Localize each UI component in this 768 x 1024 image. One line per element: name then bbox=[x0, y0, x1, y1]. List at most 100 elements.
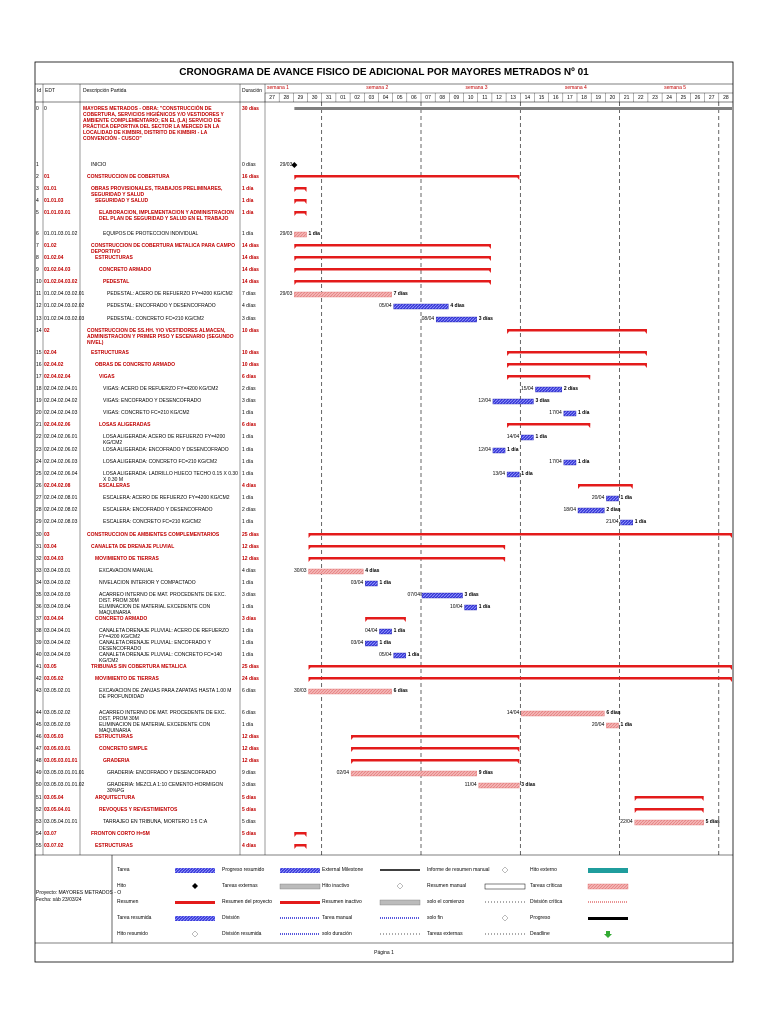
summary-bar bbox=[294, 280, 491, 283]
legend-label: Tarea bbox=[117, 867, 130, 873]
row-duration: 10 días bbox=[242, 362, 259, 368]
row-duration: 0 días bbox=[242, 162, 256, 168]
summary-bar bbox=[308, 677, 732, 680]
critical-task-bar bbox=[294, 231, 307, 238]
bar-end-label: 1 día bbox=[379, 640, 391, 646]
legend-label: División bbox=[222, 915, 240, 921]
bar-start-label: 03/04 bbox=[350, 640, 364, 646]
day-label: 27 bbox=[708, 95, 715, 101]
legend-swatch bbox=[279, 883, 321, 890]
legend-swatch bbox=[280, 901, 320, 904]
bar-end-label: 1 día bbox=[308, 231, 320, 237]
task-bar bbox=[492, 447, 506, 454]
summary-cap bbox=[517, 175, 520, 180]
row-name: VIGAS: CONCRETO FC=210 KG/CM2 bbox=[103, 410, 190, 416]
legend-label: Hito resumido bbox=[117, 931, 148, 937]
bar-end-label: 3 días bbox=[535, 398, 550, 404]
summary-cap bbox=[730, 665, 732, 670]
legend-swatch bbox=[587, 883, 629, 890]
row-name: ESTRUCTURAS bbox=[95, 734, 133, 740]
row-edt: 01.02.04.03.02.02 bbox=[44, 303, 85, 309]
row-duration: 3 días bbox=[242, 782, 256, 788]
row-name: CANALETA DE DRENAJE PLUVIAL bbox=[91, 544, 175, 550]
task-bar bbox=[492, 398, 534, 405]
row-id: 29 bbox=[36, 519, 42, 525]
row-id: 55 bbox=[36, 843, 42, 849]
bar-start-label: 22/04 bbox=[620, 819, 633, 825]
summary-cap bbox=[304, 844, 307, 849]
row-edt: 02.04 bbox=[44, 350, 57, 356]
row-edt: 03.05.02.02 bbox=[44, 710, 71, 716]
bar-start-label: 03/04 bbox=[350, 580, 364, 586]
summary-bar bbox=[294, 256, 491, 259]
summary-bar bbox=[294, 832, 307, 835]
row-edt: 03.04.03.01 bbox=[44, 568, 71, 574]
bar-end-label: 1 día bbox=[407, 652, 420, 658]
row-duration: 9 días bbox=[242, 770, 256, 776]
bar-end-label: 3 días bbox=[521, 782, 536, 788]
legend-label: Progreso bbox=[530, 915, 551, 921]
summary-cap bbox=[294, 256, 297, 261]
summary-bar bbox=[308, 533, 732, 536]
row-name: CANALETA DRENAJE PLUVIAL: ENCOFRADO Y DE… bbox=[99, 640, 211, 652]
row-id: 4 bbox=[36, 198, 39, 204]
summary-cap bbox=[308, 677, 311, 682]
row-duration: 1 día bbox=[242, 434, 254, 440]
summary-cap bbox=[488, 256, 491, 261]
row-duration: 1 día bbox=[242, 447, 254, 453]
legend-swatch bbox=[192, 883, 198, 889]
legend-swatch bbox=[175, 868, 215, 873]
row-edt: 03.04.03.03 bbox=[44, 592, 71, 598]
row-duration: 3 días bbox=[242, 316, 256, 322]
row-id: 17 bbox=[36, 374, 42, 380]
row-id: 9 bbox=[36, 267, 39, 273]
row-name: CONCRETO ARMADO bbox=[95, 616, 148, 622]
day-label: 31 bbox=[326, 95, 332, 101]
summary-bar bbox=[578, 484, 633, 487]
row-id: 35 bbox=[36, 592, 42, 598]
day-label: 06 bbox=[411, 95, 417, 101]
bar-start-label: 20/04 bbox=[591, 495, 605, 501]
row-id: 3 bbox=[36, 186, 39, 192]
row-name: MAYORES METRADOS - OBRA: "CONSTRUCCIÓN D… bbox=[83, 106, 224, 142]
bar-start-label: 10/04 bbox=[450, 604, 463, 610]
row-name: LOSA ALIGERADA: ACERO DE REFUERZO FY=420… bbox=[103, 434, 226, 446]
row-name: GRADERIA bbox=[103, 758, 130, 764]
row-edt: 02.04.02.08.03 bbox=[44, 519, 78, 525]
row-duration: 1 día bbox=[242, 410, 254, 416]
critical-task-bar bbox=[521, 710, 605, 717]
row-id: 46 bbox=[36, 734, 42, 740]
bar-end-label: 1 día bbox=[478, 604, 491, 610]
summary-cap bbox=[294, 832, 297, 837]
summary-cap bbox=[294, 187, 297, 192]
row-edt: 01.02.04 bbox=[44, 255, 64, 261]
bar-start-label: 18/04 bbox=[563, 507, 576, 513]
row-duration: 5 días bbox=[242, 819, 256, 825]
bar-start-label: 04/04 bbox=[364, 628, 378, 634]
row-edt: 03.04 bbox=[44, 544, 57, 550]
critical-task-bar bbox=[308, 568, 364, 575]
page-number: Página 1 bbox=[374, 950, 394, 956]
summary-cap bbox=[644, 363, 647, 368]
row-id: 23 bbox=[36, 447, 42, 453]
row-duration: 12 días bbox=[242, 758, 259, 764]
summary-cap bbox=[701, 808, 704, 813]
row-duration: 4 días bbox=[242, 483, 257, 489]
row-id: 49 bbox=[36, 770, 42, 776]
critical-task-bar bbox=[478, 782, 520, 789]
day-label: 14 bbox=[524, 95, 531, 101]
row-id: 33 bbox=[36, 568, 42, 574]
row-duration: 10 días bbox=[242, 350, 259, 356]
legend-label: Deadline bbox=[530, 931, 550, 937]
row-name: MOVIMIENTO DE TIERRAS bbox=[95, 556, 159, 562]
row-id: 7 bbox=[36, 243, 39, 249]
day-label: 26 bbox=[694, 95, 701, 101]
summary-cap bbox=[294, 175, 297, 180]
project-name: Proyecto: MAYORES METRADOS - O bbox=[36, 890, 122, 896]
column-header: Descripción Partida bbox=[83, 88, 127, 94]
task-bar bbox=[606, 495, 619, 502]
legend-swatch bbox=[191, 930, 199, 938]
task-bar bbox=[393, 652, 407, 659]
row-id: 44 bbox=[36, 710, 42, 716]
